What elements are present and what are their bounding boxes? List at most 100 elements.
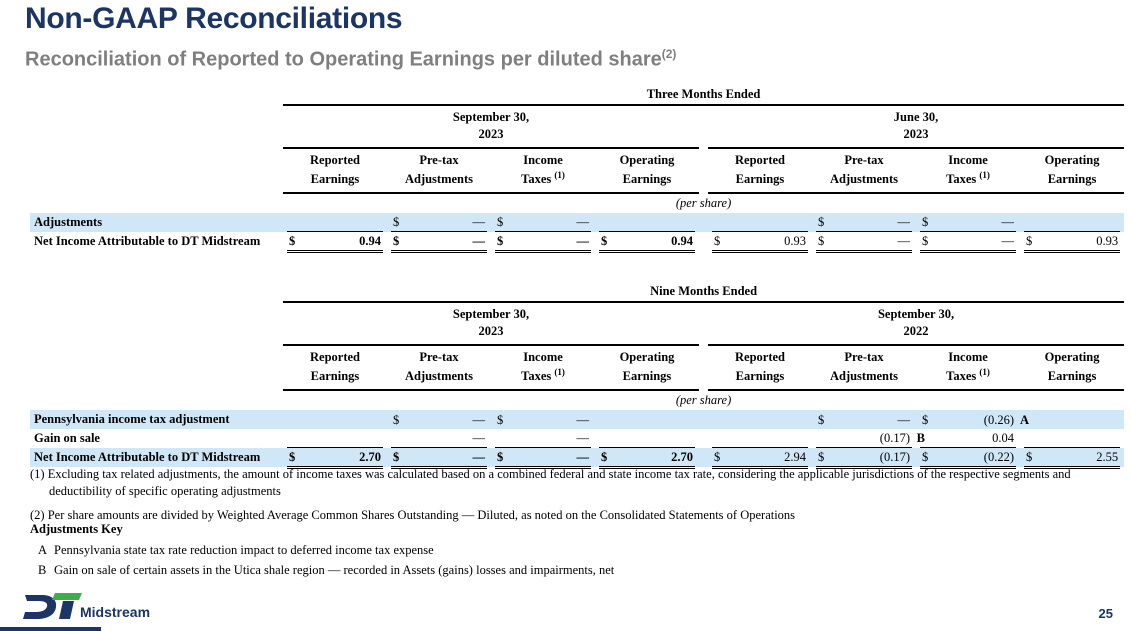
value-cell: $0.94: [283, 232, 387, 254]
footnote-1: (1) Excluding tax related adjustments, t…: [30, 466, 1120, 500]
column-header: Reported Earnings: [708, 148, 812, 195]
row-label: Adjustments: [34, 215, 103, 230]
period-header-row: Nine Months Ended: [30, 283, 1125, 303]
cell-value: —: [897, 215, 911, 230]
per-share-row: (per share): [30, 390, 1124, 410]
adjustments-key: Adjustments Key A Pennsylvania state tax …: [30, 521, 1120, 582]
column-spacer: [699, 213, 708, 232]
cell-value: —: [1001, 234, 1015, 249]
empty-cell: [30, 345, 283, 390]
column-spacer: [699, 105, 708, 148]
value-cell: $ —: [916, 232, 1020, 254]
table-row-adjustments: Adjustments $ — $ — $ — $ —: [30, 213, 1125, 233]
column-header: Income Taxes (1): [916, 148, 1020, 195]
column-header: Income Taxes (1): [916, 345, 1020, 392]
per-share-label: (per share): [675, 393, 732, 408]
dollar-sign: $: [393, 215, 400, 230]
value-cell: $ —: [387, 448, 491, 470]
value-cell: $0.93: [708, 232, 812, 254]
cell-value: (0.22): [983, 450, 1014, 465]
table-three-months-ended: Three Months Ended September 30, 2023 Ju…: [30, 86, 1125, 254]
cell-value: —: [576, 234, 590, 249]
row-label: Net Income Attributable to DT Midstream: [34, 450, 261, 465]
table-nine-months-ended: Nine Months Ended September 30, 2023 Sep…: [30, 283, 1125, 470]
value-cell: $ (0.26) A: [916, 410, 1029, 429]
value-cell: [708, 213, 812, 233]
per-share-row: (per share): [30, 193, 1124, 213]
value-cell: $ —: [491, 232, 595, 254]
dollar-sign: $: [714, 450, 721, 465]
footnotes: (1) Excluding tax related adjustments, t…: [30, 466, 1120, 531]
empty-cell: [30, 283, 283, 302]
value-cell: $ —: [491, 410, 595, 429]
cell-value: —: [576, 450, 590, 465]
page-title: Non-GAAP Reconciliations: [25, 2, 403, 35]
dollar-sign: $: [497, 413, 504, 428]
cell-value: 0.94: [359, 234, 381, 249]
value-cell: $ —: [491, 213, 595, 233]
dollar-sign: $: [818, 234, 825, 249]
value-cell: $ —: [387, 232, 491, 254]
empty-cell: [30, 148, 283, 193]
slide-subtitle: Reconciliation of Reported to Operating …: [25, 47, 676, 72]
cell-value: (0.26): [983, 413, 1014, 428]
cell-value: —: [1001, 215, 1015, 230]
value-cell: [283, 410, 387, 429]
page-number: 25: [1098, 606, 1113, 621]
row-label: Gain on sale: [34, 431, 100, 446]
cell-value: —: [576, 431, 590, 446]
date-group-row: September 30, 2023 June 30, 2023: [30, 105, 1125, 149]
empty-cell: [30, 193, 283, 213]
dollar-sign: $: [497, 450, 504, 465]
value-cell: [1020, 410, 1124, 429]
column-spacer: [699, 448, 708, 467]
cell-value: —: [472, 215, 486, 230]
date-group-row: September 30, 2023 September 30, 2022: [30, 302, 1125, 346]
column-header-row: Reported Earnings Pre-tax Adjustments Inco…: [30, 148, 1125, 195]
key-text: Pennsylvania state tax rate reduction im…: [54, 543, 434, 557]
value-cell: 0.04: [916, 429, 1020, 449]
column-header: Income Taxes (1): [491, 148, 595, 195]
value-cell: $2.55: [1020, 448, 1124, 470]
value-cell: $2.70: [283, 448, 387, 470]
dollar-sign: $: [1026, 450, 1033, 465]
value-cell: $0.93: [1020, 232, 1124, 254]
cell-value: (0.17): [879, 450, 910, 465]
column-header: Operating Earnings: [1020, 148, 1125, 195]
empty-cell: [30, 105, 283, 148]
cell-value: —: [897, 234, 911, 249]
key-item-b: B Gain on sale of certain assets in the U…: [30, 562, 1120, 579]
cell-value: 2.70: [359, 450, 381, 465]
dollar-sign: $: [818, 450, 825, 465]
value-cell: [595, 429, 699, 449]
empty-cell: [30, 390, 283, 410]
column-header: Reported Earnings: [283, 148, 387, 195]
value-cell: $ —: [812, 232, 916, 254]
column-spacer: [699, 429, 708, 448]
footnote-text: Per share amounts are divided by Weighte…: [47, 508, 796, 522]
value-cell: [595, 213, 699, 233]
table-row-pennsylvania-adjustment: Pennsylvania income tax adjustment $ — $ —…: [30, 410, 1125, 430]
cell-value: —: [576, 413, 590, 428]
footnote-marker: (2): [30, 508, 45, 522]
value-cell: [708, 410, 812, 429]
dollar-sign: $: [393, 413, 400, 428]
cell-value: 2.55: [1096, 450, 1119, 465]
column-header: Reported Earnings: [708, 345, 812, 392]
column-header: Pre-tax Adjustments: [387, 148, 491, 195]
value-cell: [1020, 429, 1124, 449]
column-header: Reported Earnings: [283, 345, 387, 392]
cell-value: —: [472, 431, 486, 446]
column-spacer: [699, 148, 708, 193]
cell-value: —: [897, 413, 911, 428]
date-group-q3-2023: September 30, 2023: [283, 105, 699, 149]
value-cell: $ —: [916, 213, 1020, 233]
cell-value: —: [472, 450, 486, 465]
dollar-sign: $: [497, 234, 504, 249]
value-cell: (0.17) B: [812, 429, 925, 449]
subtitle-footnote-ref: (2): [661, 47, 677, 61]
value-cell: $2.70: [595, 448, 699, 470]
dollar-sign: $: [601, 450, 608, 465]
value-cell: [283, 213, 387, 233]
dt-logo-icon: Midstream: [23, 593, 150, 620]
